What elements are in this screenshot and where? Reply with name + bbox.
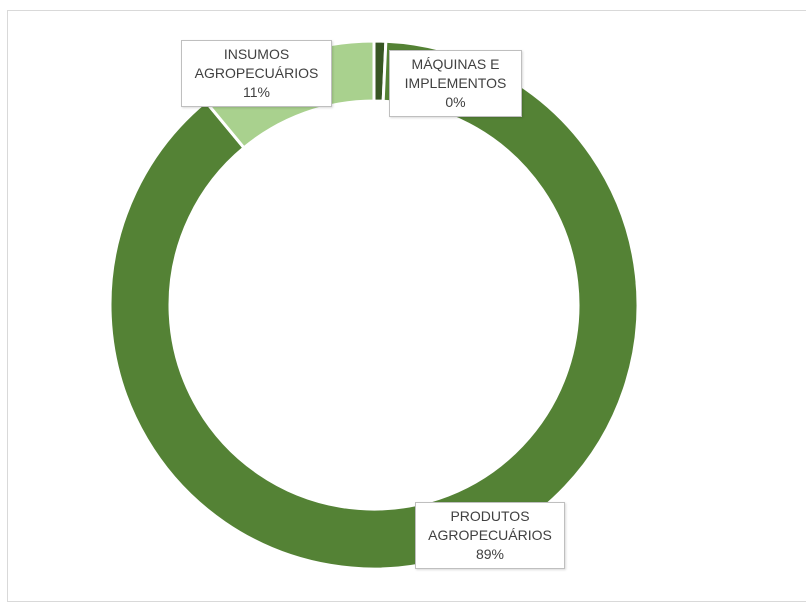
label-insumos-line2: AGROPECUÁRIOS bbox=[194, 65, 319, 81]
data-label-produtos: PRODUTOS AGROPECUÁRIOS 89% bbox=[415, 502, 565, 569]
label-produtos-value: 89% bbox=[475, 546, 505, 562]
label-insumos-line1: INSUMOS bbox=[223, 46, 290, 62]
data-label-insumos: INSUMOS AGROPECUÁRIOS 11% bbox=[181, 40, 332, 107]
label-produtos-line1: PRODUTOS bbox=[450, 508, 530, 524]
data-label-maquinas: MÁQUINAS E IMPLEMENTOS 0% bbox=[389, 50, 522, 117]
label-produtos-line2: AGROPECUÁRIOS bbox=[428, 527, 552, 543]
label-maquinas-line2: IMPLEMENTOS bbox=[404, 75, 507, 91]
label-maquinas-line1: MÁQUINAS E bbox=[411, 56, 500, 72]
label-insumos-value: 11% bbox=[243, 84, 270, 100]
slice-produtos bbox=[108, 39, 640, 571]
label-maquinas-value: 0% bbox=[445, 94, 466, 110]
